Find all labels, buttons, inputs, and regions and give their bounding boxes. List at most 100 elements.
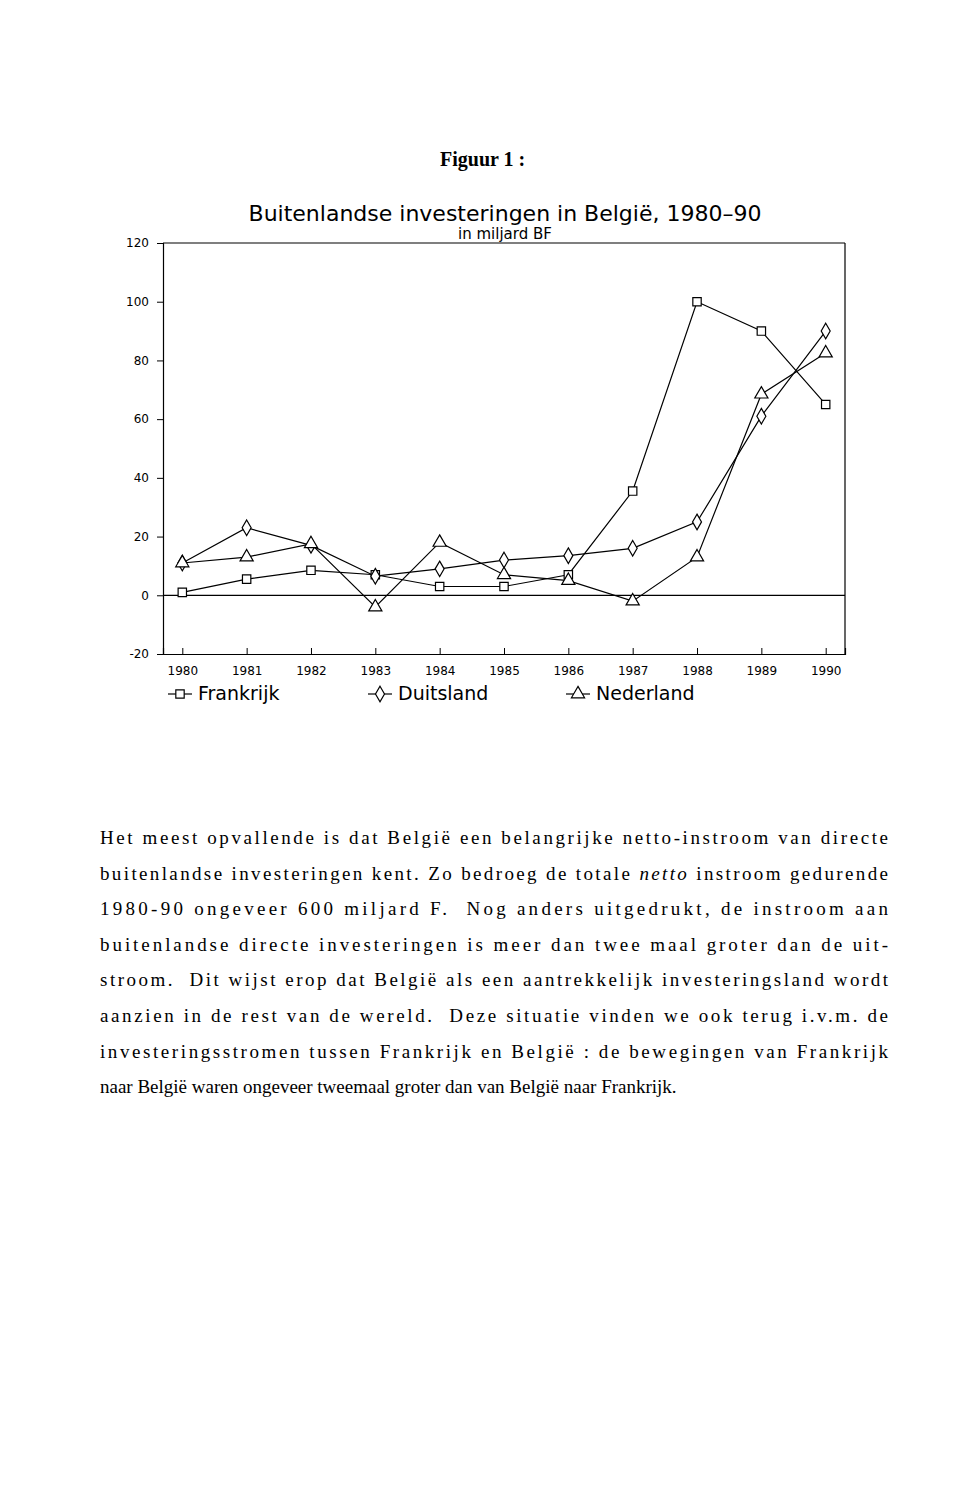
y-tick-label: 20 [134,530,149,544]
x-tick-mark [440,648,441,654]
x-tick: 1986 [554,648,585,678]
series-marker [307,566,315,574]
chart-subtitle: in miljard BF [458,225,552,243]
series-marker [693,514,702,530]
series-marker [626,594,639,605]
series-marker [371,568,380,584]
y-tick-mark [157,537,163,538]
text-segment: aanzien in de rest van de wereld. Deze s… [100,1005,888,1026]
y-tick: 120 [126,236,163,250]
series-line [182,302,825,593]
series-marker [435,561,444,577]
x-tick-label: 1983 [361,664,392,678]
x-tick-label: 1984 [425,664,456,678]
series-marker [693,298,701,306]
legend-label: Frankrijk [198,682,279,704]
y-tick-mark [157,478,163,479]
series-marker [500,582,508,590]
x-tick-mark [311,648,312,654]
page: Figuur 1 :Buitenlandse investeringen in … [0,0,960,1503]
series-marker [435,582,443,590]
x-tick: 1980 [168,648,199,678]
x-tick-mark [182,648,183,654]
x-tick: 1987 [618,648,649,678]
y-tick: 0 [141,589,163,603]
y-tick-label: 100 [126,295,149,309]
text-segment: buitenlandse directe investeringen is me… [100,934,888,955]
series-marker [433,535,446,546]
series-marker [757,327,765,335]
series-marker [822,400,830,408]
x-tick-label: 1989 [747,664,778,678]
legend-label: Nederland [596,682,695,704]
series-marker [690,550,703,561]
x-axis: 1980 1981 1982 1983 1984 1985 1986 1987 1988 1989… [164,648,846,678]
x-tick-mark [504,648,505,654]
text-segment: investeringsstromen tussen Frankrijk en … [100,1041,889,1062]
series-marker [628,487,636,495]
series-marker [564,548,573,564]
x-tick-mark [633,648,634,654]
x-tick-label: 1986 [554,664,585,678]
series-marker [757,408,766,424]
series-marker [304,536,317,547]
x-tick-mark [568,648,569,654]
y-tick-label: 40 [134,471,149,485]
legend-marker [176,690,184,698]
text-segment: stroom. Dit wijst erop dat België als ee… [100,969,889,990]
y-tick-label: 0 [141,589,149,603]
y-tick: 80 [134,354,163,368]
legend-marker [376,686,385,702]
x-tick-mark [247,648,248,654]
y-tick: 20 [134,530,163,544]
series-marker [755,387,768,398]
y-tick: 100 [126,295,163,309]
series-marker [242,575,250,583]
y-tick-label: -20 [129,647,149,661]
series-marker [242,520,251,536]
y-tick: 60 [134,412,163,426]
x-tick-mark [375,648,376,654]
legend-label: Duitsland [398,682,488,704]
x-tick-label: 1990 [811,664,842,678]
x-tick-label: 1987 [618,664,649,678]
x-tick-label: 1985 [489,664,520,678]
y-tick-mark [157,360,163,361]
y-tick-label: 80 [134,354,149,368]
text-line: aanzien in de rest van de wereld. Deze s… [100,1005,888,1026]
text-line: Het meest opvallende is dat België een b… [100,827,888,848]
series-marker [821,323,830,339]
x-tick-mark [826,648,827,654]
text-segment: naar België waren ongeveer tweemaal grot… [100,1076,677,1097]
text-segment: netto [639,863,686,884]
x-tick: 1982 [296,648,327,678]
text-line: stroom. Dit wijst erop dat België als ee… [100,969,889,990]
series-marker [369,599,382,610]
text-line: buitenlandse investeringen kent. Zo bedr… [100,863,888,884]
series-marker [819,345,832,356]
series-line [182,331,825,576]
x-tick: 1983 [361,648,392,678]
x-tick-label: 1981 [232,664,263,678]
y-tick: 40 [134,471,163,485]
y-tick-label: 120 [126,236,149,250]
x-tick-label: 1982 [296,664,327,678]
x-tick-mark [761,648,762,654]
y-tick-mark [157,302,163,303]
x-tick: 1985 [489,648,520,678]
x-tick: 1988 [682,648,713,678]
x-tick-mark [697,648,698,654]
x-tick-label: 1988 [682,664,713,678]
y-tick-mark [157,595,163,596]
x-tick-label: 1980 [168,664,199,678]
series-marker [176,555,189,566]
text-segment: buitenlandse investeringen kent. Zo bedr… [100,863,637,884]
text-line: investeringsstromen tussen Frankrijk en … [100,1041,889,1062]
series-marker [562,573,575,584]
text-line: naar België waren ongeveer tweemaal grot… [100,1076,677,1097]
y-tick-mark [157,243,163,244]
x-tick: 1981 [232,648,263,678]
text-line: 1980-90 ongeveer 600 miljard F. Nog ande… [100,898,888,919]
series-marker [500,552,509,568]
text-segment: 1980-90 ongeveer 600 miljard F. Nog ande… [100,898,888,919]
